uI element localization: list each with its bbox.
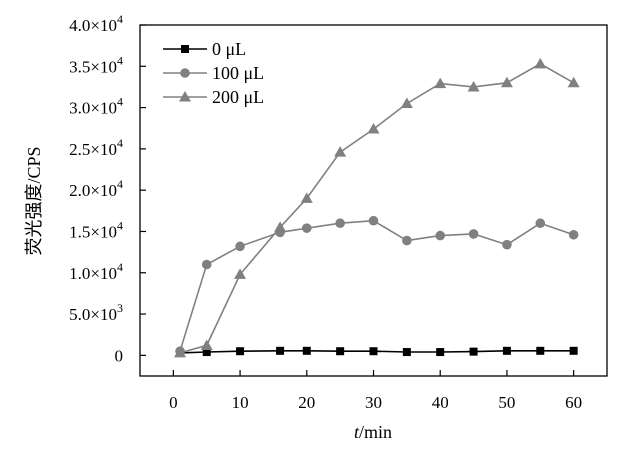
- data-point-square: [181, 45, 189, 53]
- data-point-square: [502, 346, 511, 355]
- y-tick-label: 4.0×104: [69, 12, 123, 35]
- data-point-square: [436, 348, 445, 357]
- y-tick-mantissa: 3.0×10: [69, 99, 117, 118]
- data-point-circle: [568, 229, 579, 240]
- y-tick-exponent: 4: [117, 260, 123, 274]
- data-point-circle: [435, 230, 446, 241]
- series-circle: [175, 215, 579, 357]
- y-tick-label: 3.0×104: [69, 95, 123, 118]
- legend-item: 200 μL: [163, 87, 264, 107]
- y-tick-label: 2.5×104: [69, 136, 123, 159]
- x-tick-label: 0: [169, 393, 178, 412]
- data-point-square: [302, 346, 311, 355]
- data-point-circle: [502, 239, 512, 250]
- data-point-triangle: [300, 192, 313, 203]
- x-axis-title-italic: t: [354, 422, 360, 442]
- y-tick-mantissa: 0: [115, 346, 124, 365]
- y-tick-exponent: 4: [117, 53, 123, 67]
- y-tick-label: 3.5×104: [69, 53, 123, 76]
- data-point-triangle: [534, 57, 547, 69]
- x-axis-title-rest: /min: [359, 422, 392, 442]
- x-axis-title: t/min: [354, 422, 392, 442]
- y-tick-exponent: 4: [117, 136, 123, 150]
- data-point-triangle: [234, 268, 247, 279]
- data-point-circle: [335, 218, 345, 229]
- x-tick-label: 20: [298, 393, 315, 412]
- x-tick-label: 30: [365, 393, 382, 412]
- y-tick-exponent: 4: [117, 12, 123, 26]
- plot-frame: [139, 24, 608, 377]
- data-point-triangle: [400, 97, 413, 108]
- series-line: [179, 219, 574, 352]
- data-point-circle: [368, 215, 379, 226]
- y-tick-mantissa: 1.5×10: [69, 222, 117, 241]
- data-point-circle: [201, 259, 212, 270]
- y-tick-exponent: 4: [117, 95, 123, 109]
- data-point-triangle: [174, 346, 187, 358]
- x-tick-label: 60: [565, 393, 582, 412]
- data-point-square: [276, 346, 285, 355]
- data-point-circle: [535, 218, 546, 229]
- y-axis-ticks: 05.0×1031.0×1041.5×1042.0×1042.5×1043.0×…: [69, 12, 146, 365]
- data-point-triangle: [567, 76, 580, 88]
- y-tick-label: 2.0×104: [69, 177, 123, 200]
- x-tick-label: 10: [232, 393, 249, 412]
- x-axis-ticks: 0 10 20 30 40 50 60: [169, 370, 582, 412]
- data-point-triangle: [500, 76, 513, 88]
- data-point-square: [402, 348, 411, 357]
- data-point-square: [236, 347, 245, 356]
- y-tick-mantissa: 2.5×10: [69, 140, 117, 159]
- data-point-circle: [235, 241, 245, 252]
- series-triangle: [174, 57, 580, 358]
- data-point-square: [369, 347, 378, 356]
- x-tick-label: 50: [498, 393, 515, 412]
- y-tick-label: 1.5×104: [69, 218, 123, 241]
- data-point-triangle: [434, 77, 447, 89]
- data-point-circle: [402, 235, 412, 246]
- data-point-triangle: [467, 80, 480, 92]
- y-tick-mantissa: 5.0×10: [69, 305, 117, 324]
- data-point-circle: [180, 68, 190, 78]
- legend-label: 100 μL: [212, 63, 264, 83]
- data-point-triangle: [334, 146, 347, 157]
- data-point-square: [569, 346, 578, 355]
- y-tick-mantissa: 3.5×10: [69, 57, 117, 76]
- series-line: [179, 62, 574, 354]
- legend-label: 0 μL: [212, 39, 246, 59]
- series-layer: [174, 57, 580, 358]
- data-point-square: [202, 348, 211, 357]
- data-point-triangle: [367, 123, 380, 134]
- y-tick-mantissa: 1.0×10: [69, 264, 117, 283]
- data-point-triangle: [200, 339, 213, 350]
- data-point-triangle: [179, 91, 191, 102]
- y-tick-exponent: 3: [117, 301, 123, 315]
- data-point-triangle: [274, 221, 287, 232]
- y-axis-title: 荧光强度/CPS: [24, 146, 44, 255]
- x-tick-label: 40: [432, 393, 449, 412]
- legend-item: 100 μL: [163, 63, 264, 83]
- y-tick-exponent: 4: [117, 218, 123, 232]
- y-tick-exponent: 4: [117, 177, 123, 191]
- legend-item: 0 μL: [163, 39, 246, 59]
- y-tick-label: 1.0×104: [69, 260, 123, 283]
- data-point-circle: [301, 223, 312, 233]
- data-point-circle: [468, 229, 479, 239]
- y-tick-mantissa: 2.0×10: [69, 181, 117, 200]
- y-tick-label: 5.0×103: [69, 301, 123, 324]
- series-square: [176, 346, 578, 357]
- data-point-square: [469, 347, 478, 356]
- y-tick-mantissa: 4.0×10: [69, 16, 117, 35]
- data-point-square: [336, 347, 345, 356]
- legend: 0 μL 100 μL 200 μL: [163, 39, 264, 107]
- y-tick-label: 0: [115, 346, 124, 365]
- data-point-square: [536, 346, 545, 355]
- legend-label: 200 μL: [212, 87, 264, 107]
